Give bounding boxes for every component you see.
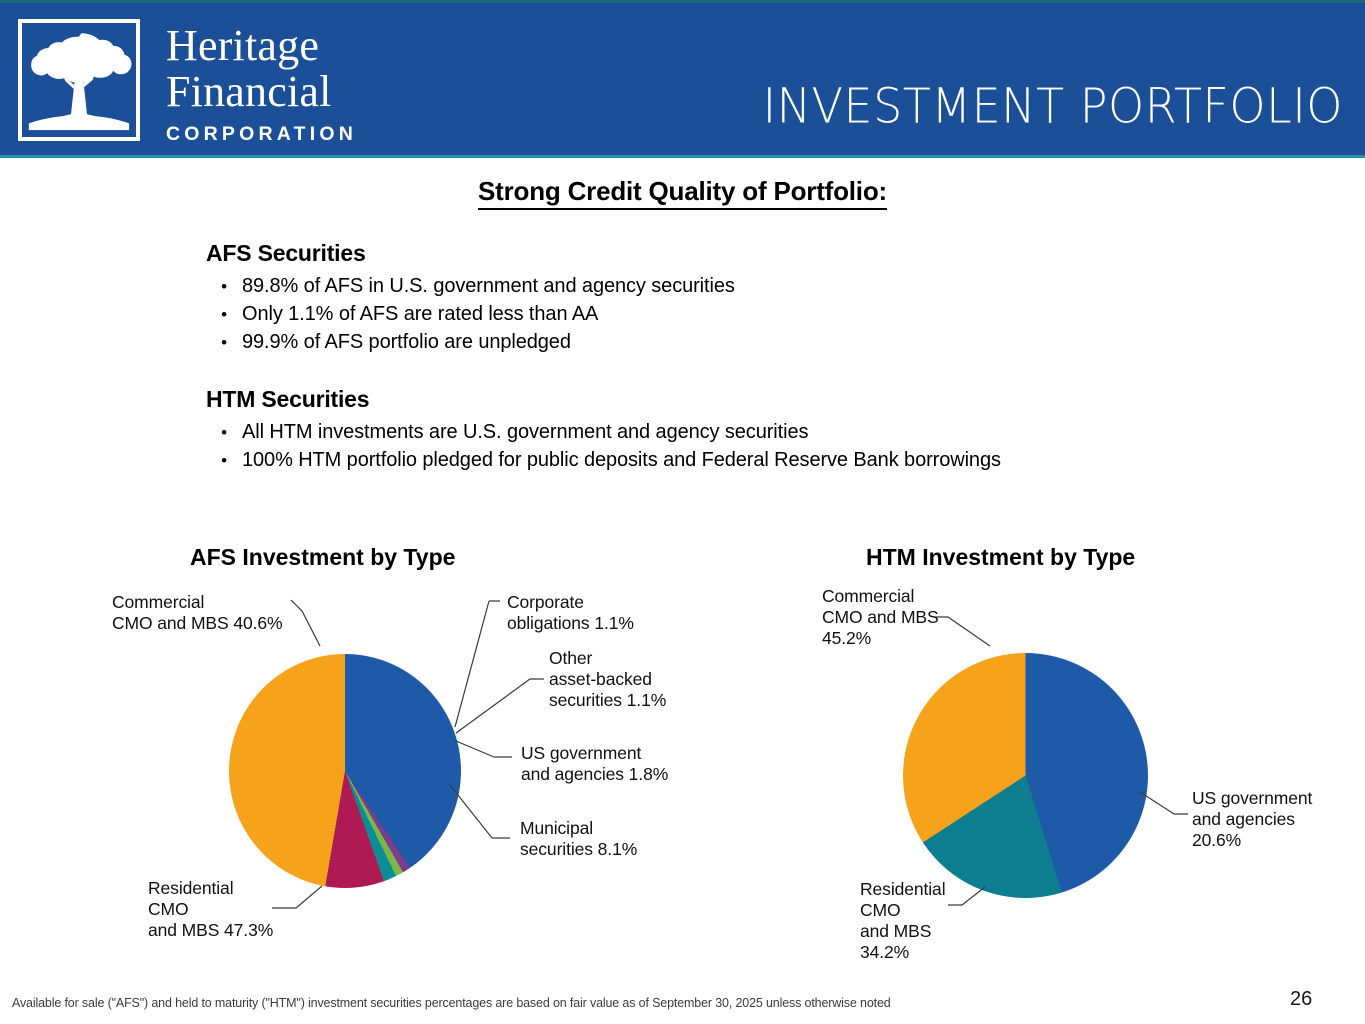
bullet-text: Only 1.1% of AFS are rated less than AA — [242, 303, 599, 325]
htm-label-residential: Residential CMO and MBS 34.2% — [860, 879, 946, 962]
bullet-text: 100% HTM portfolio pledged for public de… — [242, 449, 1001, 471]
bullet-dot-icon: • — [221, 277, 227, 296]
page-title: INVESTMENT PORTFOLIO — [762, 77, 1343, 135]
afs-label-corporate: Corporate obligations 1.1% — [507, 592, 634, 633]
afs-label-commercial: Commercial CMO and MBS 40.6% — [112, 592, 283, 633]
section-htm-securities: HTM Securities • All HTM investments are… — [206, 386, 1001, 474]
afs-label-residential: Residential CMO and MBS 47.3% — [148, 878, 274, 940]
bullet-list-afs: • 89.8% of AFS in U.S. government and ag… — [206, 273, 735, 356]
list-item: • All HTM investments are U.S. governmen… — [206, 419, 1001, 446]
list-item: • Only 1.1% of AFS are rated less than A… — [206, 301, 735, 328]
htm-pie-chart — [903, 653, 1148, 898]
bullet-text: All HTM investments are U.S. government … — [242, 421, 809, 443]
logo-wordmark: Heritage Financial CORPORATION — [166, 19, 357, 146]
afs-label-municipal: Municipal securities 8.1% — [520, 818, 638, 859]
bullet-dot-icon: • — [221, 423, 227, 442]
list-item: • 89.8% of AFS in U.S. government and ag… — [206, 273, 735, 300]
list-item: • 99.9% of AFS portfolio are unpledged — [206, 329, 735, 356]
logo-line-2: Financial — [166, 67, 332, 116]
slide-heading: Strong Credit Quality of Portfolio: — [0, 176, 1365, 210]
section-title-htm: HTM Securities — [206, 386, 370, 412]
section-afs-securities: AFS Securities • 89.8% of AFS in U.S. go… — [206, 240, 735, 356]
chart-title-afs: AFS Investment by Type — [190, 544, 456, 570]
logo-corporation: CORPORATION — [166, 123, 358, 145]
company-logo: Heritage Financial CORPORATION — [18, 19, 357, 146]
afs-label-us-government: US government and agencies 1.8% — [521, 743, 669, 784]
afs-label-asset-backed: Other asset-backed securities 1.1% — [549, 648, 667, 710]
bullet-dot-icon: • — [221, 333, 227, 352]
afs-pie-chart — [229, 654, 461, 888]
tree-logo-icon — [18, 19, 140, 141]
bullet-list-htm: • All HTM investments are U.S. governmen… — [206, 419, 1001, 474]
htm-label-us-government: US government and agencies 20.6% — [1192, 788, 1313, 850]
bullet-dot-icon: • — [221, 451, 227, 470]
logo-line-1: Heritage — [166, 21, 320, 70]
htm-label-commercial: Commercial CMO and MBS 45.2% — [822, 586, 939, 648]
bullet-dot-icon: • — [221, 305, 227, 324]
bullet-text: 99.9% of AFS portfolio are unpledged — [242, 331, 571, 353]
list-item: • 100% HTM portfolio pledged for public … — [206, 447, 1001, 474]
bullet-text: 89.8% of AFS in U.S. government and agen… — [242, 275, 735, 297]
slide-heading-text: Strong Credit Quality of Portfolio: — [478, 176, 887, 210]
slide-header: Heritage Financial CORPORATION INVESTMEN… — [0, 0, 1365, 158]
section-title-afs: AFS Securities — [206, 240, 366, 266]
page-number: 26 — [1290, 988, 1313, 1010]
chart-title-htm: HTM Investment by Type — [866, 544, 1136, 570]
footnote: Available for sale ("AFS") and held to m… — [12, 996, 891, 1010]
